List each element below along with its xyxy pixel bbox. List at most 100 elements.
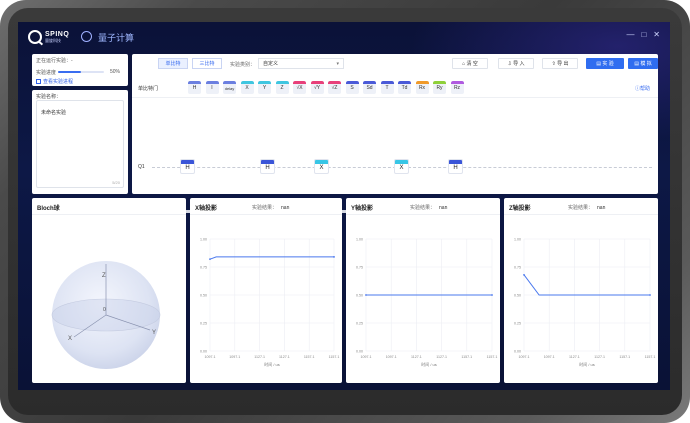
clear-icon: ⌂ xyxy=(462,61,467,67)
help-icon: ⓘ xyxy=(634,86,640,92)
help-link[interactable]: ⓘ帮助 xyxy=(634,86,650,92)
y-tick-label: 0.25 xyxy=(200,322,207,326)
x-axis-label: X xyxy=(68,336,72,342)
x-tick-label: 1127.1 xyxy=(411,355,422,359)
x-tick-label: 1127.1 xyxy=(279,355,290,359)
x-tick-label: 1127.1 xyxy=(594,355,605,359)
minimize-icon[interactable]: — xyxy=(626,30,635,39)
x-tick-label: 1097.1 xyxy=(519,355,530,359)
app-window: SPINQ 量旋科技 量子计算 — □ ✕ 正在运行实验：- 实验进度 50% … xyxy=(18,22,670,390)
gate-label: √X xyxy=(296,85,303,91)
gate-label: Z xyxy=(280,85,284,91)
plot-result: 实验结果： nan xyxy=(252,205,290,211)
gate-label: delay xyxy=(224,86,235,91)
gate-ry-chip[interactable]: Ry xyxy=(433,81,446,94)
run-icon: ▤ xyxy=(596,61,603,67)
x-tick-label: 1097.1 xyxy=(386,355,397,359)
x-axis-title: 时间 / us xyxy=(579,361,595,367)
maximize-icon[interactable]: □ xyxy=(641,30,647,39)
tab-single-qubit[interactable]: 单比特 xyxy=(158,58,188,69)
experiment-name-input[interactable]: 未命名实验 5/20 xyxy=(36,100,124,188)
gate-y-chip[interactable]: Y xyxy=(258,81,271,94)
view-process-button[interactable]: 查看实验进程 xyxy=(36,78,73,85)
logo-text: SPINQ xyxy=(45,31,70,38)
gate-label: Ry xyxy=(436,85,443,91)
chevron-down-icon: ▾ xyxy=(336,61,339,67)
experiment-name-value: 未命名实验 xyxy=(41,110,67,116)
x-tick-label: 1097.1 xyxy=(229,355,240,359)
qubit-label: Q1 xyxy=(138,164,145,170)
plot-title: Y轴投影 xyxy=(351,206,374,212)
y-tick-label: 1.00 xyxy=(514,238,521,242)
gate-td-chip[interactable]: Td xyxy=(398,81,411,94)
data-point xyxy=(649,294,651,296)
gate-color-cap xyxy=(223,81,236,84)
gate-t-chip[interactable]: T xyxy=(380,81,394,94)
gate-h-chip[interactable]: H xyxy=(188,81,201,94)
y-axis-label: Y xyxy=(152,330,156,336)
gate-i-chip[interactable]: I xyxy=(205,81,219,94)
gate-color-cap xyxy=(181,160,194,164)
x-tick-label: 1097.1 xyxy=(205,355,216,359)
simulate-icon: ▤ xyxy=(634,61,641,67)
gate-x-chip[interactable]: √X xyxy=(293,81,306,94)
circuit-editor-panel: 单比特 三比特 实验类别： 自定义 ▾ ⌂ 清 空 ⇩ 导 入 ⇧ 导 出 ▤ … xyxy=(132,54,658,213)
simulate-button[interactable]: ▤ 模 拟 xyxy=(628,58,658,69)
gate-color-cap xyxy=(310,81,324,84)
data-point xyxy=(333,256,335,258)
z-projection-panel: Z轴投影 实验结果： nan 1.00 0.75 0.50 0.25 0.00 1097.1… xyxy=(504,198,658,383)
tab-three-qubit[interactable]: 三比特 xyxy=(192,58,222,69)
export-icon: ⇧ xyxy=(551,61,558,67)
gate-rx-chip[interactable]: Rx xyxy=(415,81,429,94)
gate-color-cap xyxy=(275,81,289,84)
circuit-gate[interactable]: H xyxy=(448,159,463,174)
plot-result: 实验结果： nan xyxy=(410,205,448,211)
document-icon xyxy=(36,79,41,84)
circuit-gate[interactable]: X xyxy=(314,159,329,174)
gate-delay-chip[interactable]: delay xyxy=(223,81,236,94)
gate-label: S xyxy=(350,85,354,91)
x-tick-label: 1097.1 xyxy=(544,355,555,359)
y-tick-label: 1.00 xyxy=(200,238,207,242)
experiment-name-label: 实验名称： xyxy=(36,94,62,100)
export-button[interactable]: ⇧ 导 出 xyxy=(542,58,578,69)
logo: SPINQ 量旋科技 xyxy=(28,30,69,44)
clear-button[interactable]: ⌂ 清 空 xyxy=(452,58,488,69)
data-point xyxy=(491,294,493,296)
gate-label: Rx xyxy=(418,85,426,91)
gate-rz-chip[interactable]: Rz xyxy=(450,81,464,94)
circuit-gate-label: H xyxy=(185,165,190,171)
y-tick-label: 0.00 xyxy=(356,350,363,354)
circuit-gate[interactable]: H xyxy=(260,159,275,174)
y-projection-panel: Y轴投影 实验结果： nan 1.00 0.75 0.50 0.25 0.00 1097.1… xyxy=(346,198,500,383)
char-counter: 5/20 xyxy=(112,180,120,185)
import-button[interactable]: ⇩ 导 入 xyxy=(498,58,534,69)
gate-s-chip[interactable]: S xyxy=(345,81,359,94)
gate-color-cap xyxy=(258,81,271,84)
experiment-type-select[interactable]: 自定义 ▾ xyxy=(258,58,344,69)
gate-color-cap xyxy=(345,81,359,84)
gate-sd-chip[interactable]: Sd xyxy=(363,81,376,94)
run-experiment-button[interactable]: ▤ 实 验 xyxy=(586,58,624,69)
x-tick-label: 1157.1 xyxy=(329,355,340,359)
gate-z-chip[interactable]: √Z xyxy=(328,81,341,94)
circuit-gate[interactable]: X xyxy=(394,159,409,174)
circuit-gate[interactable]: H xyxy=(180,159,195,174)
gate-color-cap xyxy=(380,81,394,84)
experiment-name-panel: 实验名称： 未命名实验 5/20 xyxy=(32,90,128,194)
gate-y-chip[interactable]: √Y xyxy=(310,81,324,94)
gate-color-cap xyxy=(205,81,219,84)
gate-z-chip[interactable]: Z xyxy=(275,81,289,94)
close-icon[interactable]: ✕ xyxy=(653,30,660,39)
plot-divider xyxy=(190,214,342,215)
gate-color-cap xyxy=(261,160,274,164)
plot-divider xyxy=(346,214,500,215)
y-tick-label: 0.25 xyxy=(514,322,521,326)
gate-label: √Y xyxy=(313,85,321,91)
gate-x-chip[interactable]: X xyxy=(240,81,254,94)
gate-palette-label: 单比特门 xyxy=(138,86,159,92)
y-tick-label: 0.75 xyxy=(356,266,363,270)
y-tick-label: 1.00 xyxy=(356,238,363,242)
